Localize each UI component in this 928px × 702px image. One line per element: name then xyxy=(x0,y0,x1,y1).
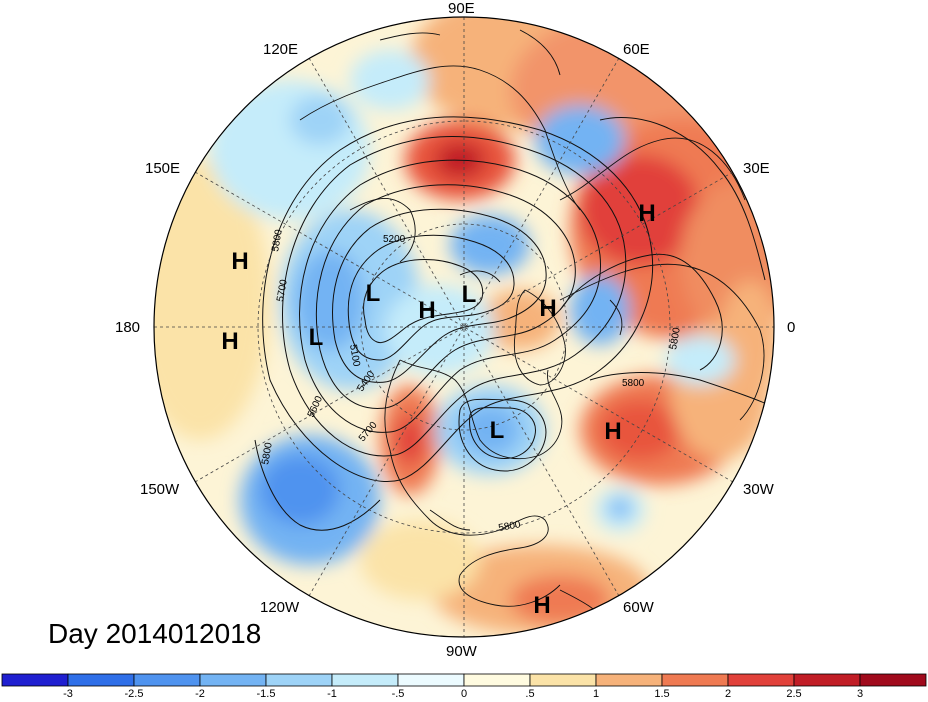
colorbar-tick-label: -3 xyxy=(63,688,73,700)
lon-label-150w: 150W xyxy=(140,481,180,498)
colorbar-tick-label: -1.5 xyxy=(256,688,276,700)
colorbar-swatch xyxy=(265,673,333,687)
colorbar-swatch xyxy=(67,673,135,687)
colorbar-swatch xyxy=(529,673,597,687)
colorbar-tick-label: 2.5 xyxy=(786,688,802,700)
graticule xyxy=(154,17,774,637)
colorbar-swatch xyxy=(595,673,663,687)
lon-label-90e: 90E xyxy=(448,0,475,17)
anomaly-field xyxy=(154,17,774,637)
lon-label-30e: 30E xyxy=(743,160,770,177)
lon-label-180: 180 xyxy=(115,319,141,336)
contour-label: 5800 xyxy=(498,519,522,534)
high-marker: H xyxy=(604,418,621,445)
colorbar-tick-label: 1.5 xyxy=(654,688,670,700)
high-marker: H xyxy=(231,248,248,275)
colorbar-tick-label: 1 xyxy=(592,688,600,700)
coastlines xyxy=(299,29,765,631)
contour-label: 5800 xyxy=(622,378,645,389)
colorbar-swatch xyxy=(1,673,69,687)
colorbar-tick-label: -.5 xyxy=(391,688,405,700)
lon-label-30w: 30W xyxy=(743,481,774,498)
lon-label-0: 0 xyxy=(787,319,796,336)
height-contours xyxy=(254,116,774,531)
high-marker: H xyxy=(418,297,435,324)
colorbar-swatch xyxy=(661,673,729,687)
colorbar-tick-label: -2.5 xyxy=(124,688,144,700)
contour-label: 5800 xyxy=(668,326,683,350)
lon-label-60w: 60W xyxy=(623,599,654,616)
colorbar-tick-label: -2 xyxy=(195,688,205,700)
high-marker: H xyxy=(221,328,238,355)
lon-label-120e: 120E xyxy=(263,41,299,58)
colorbar-tick-label: 0 xyxy=(460,688,468,700)
lon-label-90w: 90W xyxy=(446,643,477,660)
lon-label-150e: 150E xyxy=(145,160,181,177)
map-boundary xyxy=(153,16,775,638)
pressure-systems: H H H H H H H L L L L xyxy=(221,200,655,619)
contour-label: 5100 xyxy=(347,344,362,368)
high-marker: H xyxy=(533,592,550,619)
lon-label-60e: 60E xyxy=(623,41,650,58)
colorbar xyxy=(1,673,927,687)
colorbar-tick-label: 3 xyxy=(856,688,864,700)
colorbar-swatch xyxy=(133,673,201,687)
low-marker: L xyxy=(490,417,505,444)
high-marker: H xyxy=(638,200,655,227)
contour-label: 5800 xyxy=(260,441,275,465)
colorbar-swatch xyxy=(859,673,927,687)
low-marker: L xyxy=(366,280,381,307)
colorbar-swatch xyxy=(727,673,795,687)
colorbar-swatch xyxy=(463,673,531,687)
colorbar-swatch xyxy=(793,673,861,687)
contour-label: 5700 xyxy=(275,278,290,302)
lon-label-120w: 120W xyxy=(260,599,300,616)
high-marker: H xyxy=(539,295,556,322)
colorbar-tick-label: .5 xyxy=(525,688,535,700)
low-marker: L xyxy=(309,324,324,351)
colorbar-tick-label: -1 xyxy=(327,688,337,700)
colorbar-swatch xyxy=(397,673,465,687)
map-date-title: Day 2014012018 xyxy=(48,618,262,649)
colorbar-swatch xyxy=(331,673,399,687)
colorbar-tick-label: 2 xyxy=(724,688,732,700)
low-marker: L xyxy=(462,281,477,308)
contour-label: 5800 xyxy=(270,228,285,252)
colorbar-swatch xyxy=(199,673,267,687)
contour-label: 5200 xyxy=(383,234,406,245)
